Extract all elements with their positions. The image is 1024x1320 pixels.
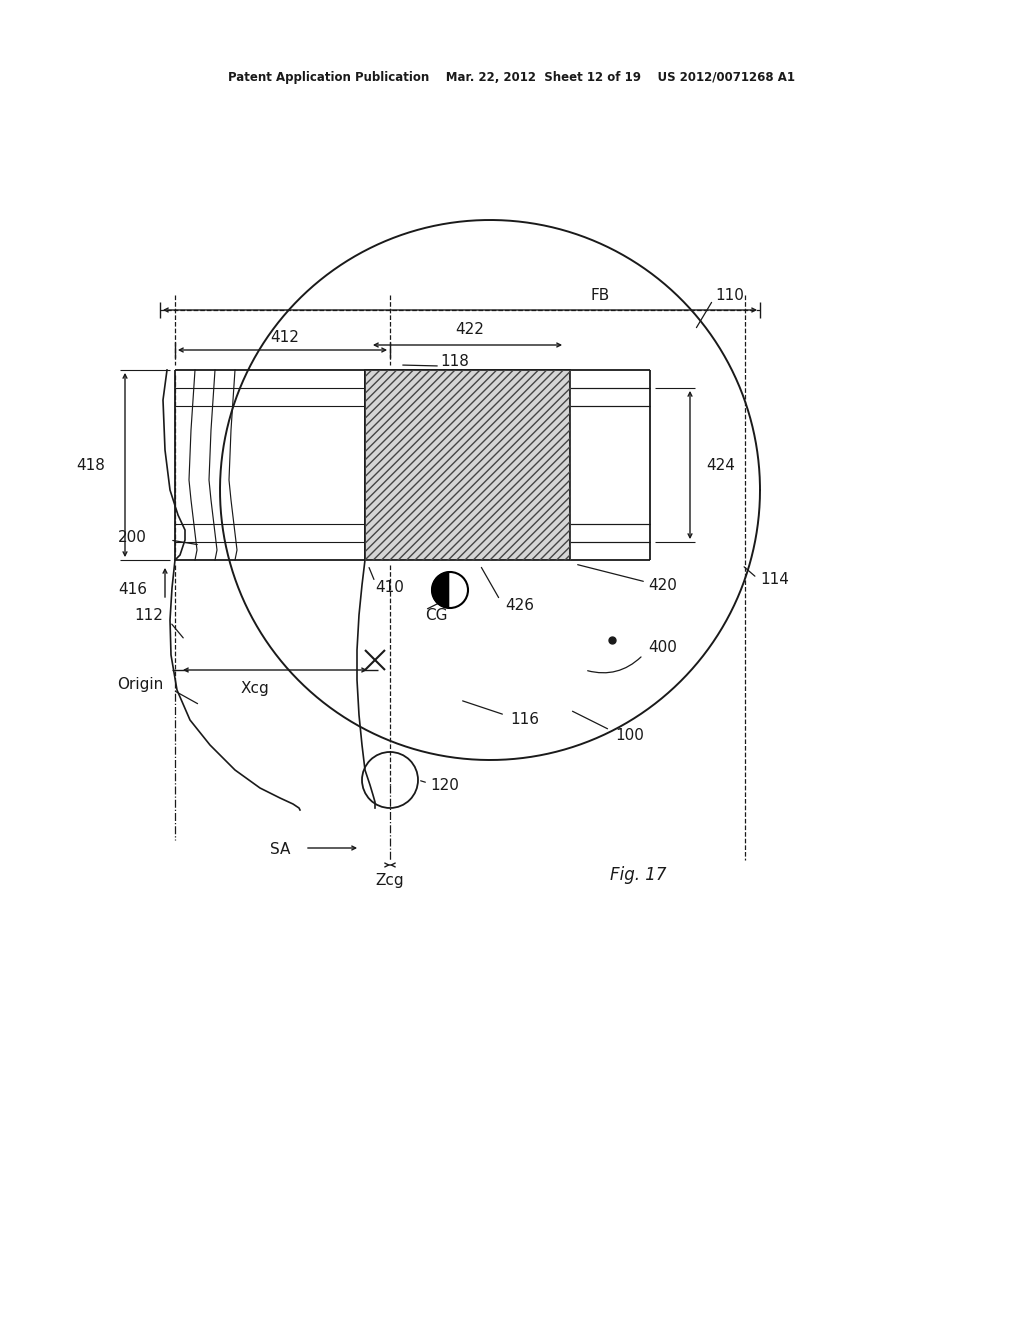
Wedge shape bbox=[450, 572, 468, 609]
Text: Xcg: Xcg bbox=[241, 681, 269, 696]
Text: 400: 400 bbox=[648, 640, 677, 656]
Text: 110: 110 bbox=[715, 288, 743, 302]
Text: 116: 116 bbox=[510, 713, 539, 727]
Text: CG: CG bbox=[425, 607, 447, 623]
Text: 420: 420 bbox=[648, 578, 677, 593]
Text: SA: SA bbox=[269, 842, 290, 858]
Text: 422: 422 bbox=[456, 322, 484, 338]
Text: FB: FB bbox=[591, 288, 609, 302]
Text: 424: 424 bbox=[706, 458, 735, 473]
Text: 120: 120 bbox=[430, 777, 459, 792]
Bar bbox=[365, 370, 570, 560]
Text: 418: 418 bbox=[76, 458, 105, 473]
Bar bbox=[365, 370, 570, 560]
Text: 114: 114 bbox=[760, 573, 788, 587]
Text: Origin: Origin bbox=[117, 677, 163, 693]
Text: 118: 118 bbox=[440, 355, 469, 370]
Text: 100: 100 bbox=[615, 727, 644, 742]
Text: Zcg: Zcg bbox=[376, 873, 404, 887]
Text: Patent Application Publication    Mar. 22, 2012  Sheet 12 of 19    US 2012/00712: Patent Application Publication Mar. 22, … bbox=[228, 71, 796, 84]
Text: 412: 412 bbox=[270, 330, 299, 345]
Text: 416: 416 bbox=[118, 582, 147, 598]
Text: Fig. 17: Fig. 17 bbox=[610, 866, 667, 884]
Text: 200: 200 bbox=[118, 531, 147, 545]
Text: 426: 426 bbox=[505, 598, 534, 612]
Text: 112: 112 bbox=[134, 607, 163, 623]
Wedge shape bbox=[432, 572, 450, 609]
Text: 410: 410 bbox=[375, 581, 403, 595]
